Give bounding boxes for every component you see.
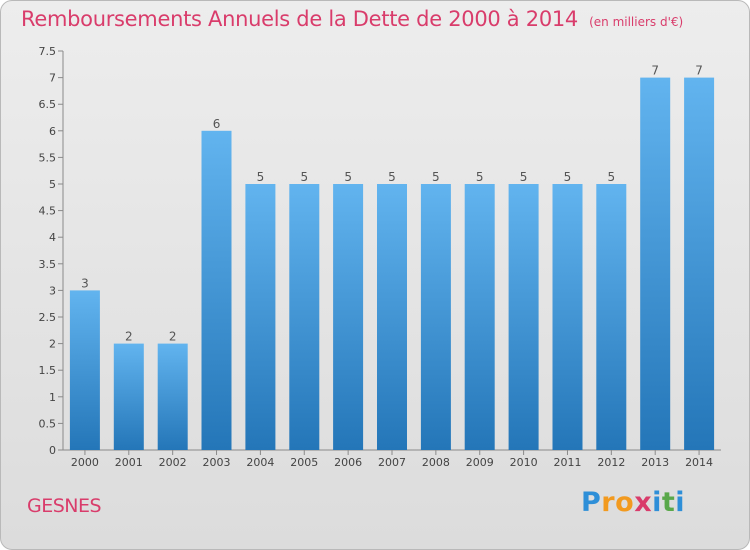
y-tick-label: 6 bbox=[49, 125, 56, 138]
bar-2007 bbox=[377, 184, 407, 450]
y-tick-label: 3 bbox=[49, 284, 56, 297]
y-tick-label: 2.5 bbox=[39, 311, 57, 324]
x-tick-label: 2000 bbox=[71, 456, 99, 469]
data-label: 5 bbox=[564, 170, 572, 184]
logo-letter: t bbox=[661, 487, 676, 518]
data-label: 5 bbox=[388, 170, 396, 184]
x-tick-label: 2010 bbox=[510, 456, 538, 469]
bar-2011 bbox=[552, 184, 583, 450]
x-tick-label: 2008 bbox=[422, 456, 450, 469]
data-label: 5 bbox=[432, 170, 440, 184]
logo-letter: o bbox=[615, 487, 635, 518]
bar-2006 bbox=[333, 184, 364, 450]
data-label: 5 bbox=[520, 170, 528, 184]
data-label: 5 bbox=[344, 170, 352, 184]
y-tick-label: 6.5 bbox=[39, 98, 57, 111]
y-tick-label: 7.5 bbox=[39, 45, 57, 58]
x-tick-label: 2001 bbox=[115, 456, 143, 469]
x-tick-label: 2012 bbox=[597, 456, 625, 469]
y-tick-label: 4.5 bbox=[39, 205, 57, 218]
logo-letter: x bbox=[634, 487, 653, 518]
data-label: 5 bbox=[257, 170, 265, 184]
data-label: 6 bbox=[213, 117, 221, 131]
bar-2014 bbox=[684, 77, 715, 450]
logo-letter: r bbox=[601, 487, 616, 518]
bar-2004 bbox=[245, 184, 276, 450]
x-tick-label: 2009 bbox=[466, 456, 494, 469]
logo-letter: i bbox=[652, 487, 662, 518]
bar-2000 bbox=[69, 290, 100, 450]
chart-title-row: Remboursements Annuels de la Dette de 20… bbox=[21, 7, 683, 31]
data-label: 2 bbox=[125, 330, 133, 344]
y-tick-label: 5.5 bbox=[39, 151, 57, 164]
x-tick-label: 2003 bbox=[203, 456, 231, 469]
x-tick-label: 2002 bbox=[159, 456, 187, 469]
y-tick-label: 0 bbox=[49, 444, 56, 457]
bar-2002 bbox=[157, 343, 188, 450]
data-label: 5 bbox=[608, 170, 616, 184]
y-tick-label: 4 bbox=[49, 231, 56, 244]
data-label: 5 bbox=[300, 170, 308, 184]
bar-2008 bbox=[420, 184, 451, 450]
y-tick-label: 2 bbox=[49, 338, 56, 351]
bar-2003 bbox=[201, 130, 232, 451]
y-tick-label: 7 bbox=[49, 72, 56, 85]
logo-letter: P bbox=[581, 487, 602, 518]
data-label: 7 bbox=[651, 64, 659, 78]
bar-2001 bbox=[113, 343, 144, 450]
data-label: 5 bbox=[476, 170, 484, 184]
proxiti-logo[interactable]: Proxiti bbox=[581, 487, 685, 518]
data-label: 2 bbox=[169, 330, 177, 344]
y-tick-label: 1 bbox=[49, 391, 56, 404]
chart-unit: (en milliers d'€) bbox=[589, 15, 684, 29]
bar-2012 bbox=[596, 184, 627, 450]
y-tick-label: 0.5 bbox=[39, 417, 57, 430]
bar-2005 bbox=[289, 184, 320, 450]
y-tick-label: 1.5 bbox=[39, 364, 57, 377]
data-label: 3 bbox=[81, 276, 89, 290]
x-tick-label: 2007 bbox=[378, 456, 406, 469]
x-tick-label: 2004 bbox=[246, 456, 274, 469]
x-tick-label: 2013 bbox=[641, 456, 669, 469]
x-tick-label: 2005 bbox=[290, 456, 318, 469]
x-tick-label: 2006 bbox=[334, 456, 362, 469]
logo-letter: i bbox=[675, 487, 686, 518]
bar-2013 bbox=[640, 77, 671, 450]
bar-2009 bbox=[464, 184, 495, 450]
chart-title: Remboursements Annuels de la Dette de 20… bbox=[21, 7, 578, 31]
x-tick-label: 2011 bbox=[553, 456, 581, 469]
x-tick-label: 2014 bbox=[685, 456, 713, 469]
y-tick-label: 5 bbox=[49, 178, 56, 191]
y-tick-label: 3.5 bbox=[39, 258, 57, 271]
bar-2010 bbox=[508, 184, 539, 450]
data-label: 7 bbox=[695, 64, 703, 78]
commune-name: GESNES bbox=[27, 495, 102, 517]
